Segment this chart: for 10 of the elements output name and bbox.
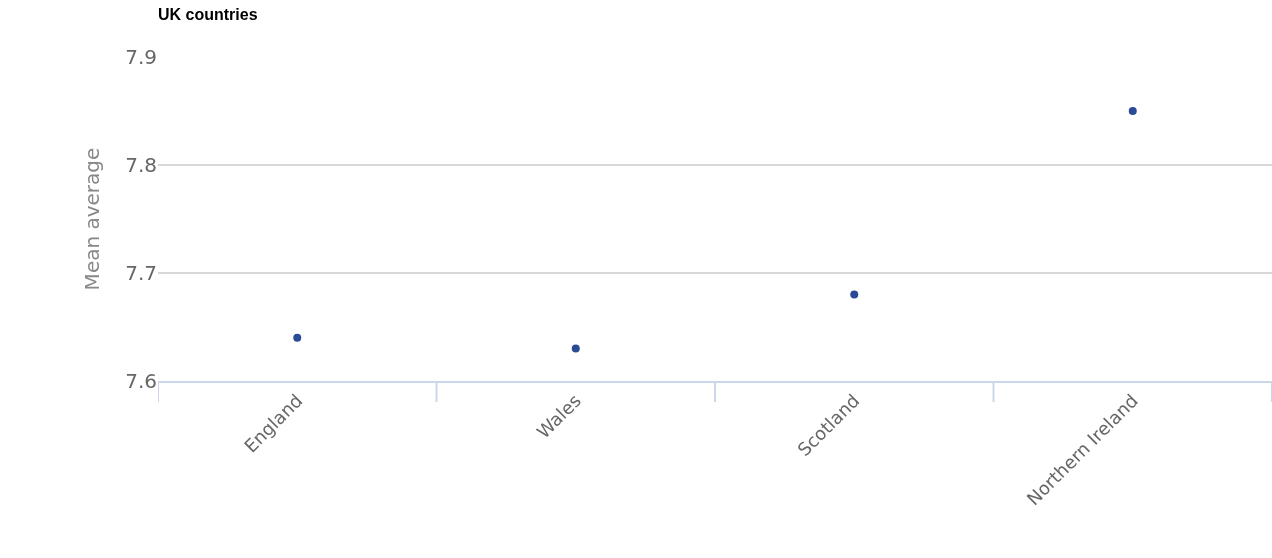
point [850,290,859,299]
point [571,344,580,353]
y-axis-title: Mean average [79,147,104,291]
y-tick-label: 7.7 [125,261,157,285]
point [1128,107,1137,115]
chart-title: UK countries [158,5,258,23]
y-tick-label: 7.6 [125,369,157,393]
y-tick-label: 7.9 [125,45,157,69]
point [293,333,302,342]
y-tick-label: 7.8 [125,153,157,177]
